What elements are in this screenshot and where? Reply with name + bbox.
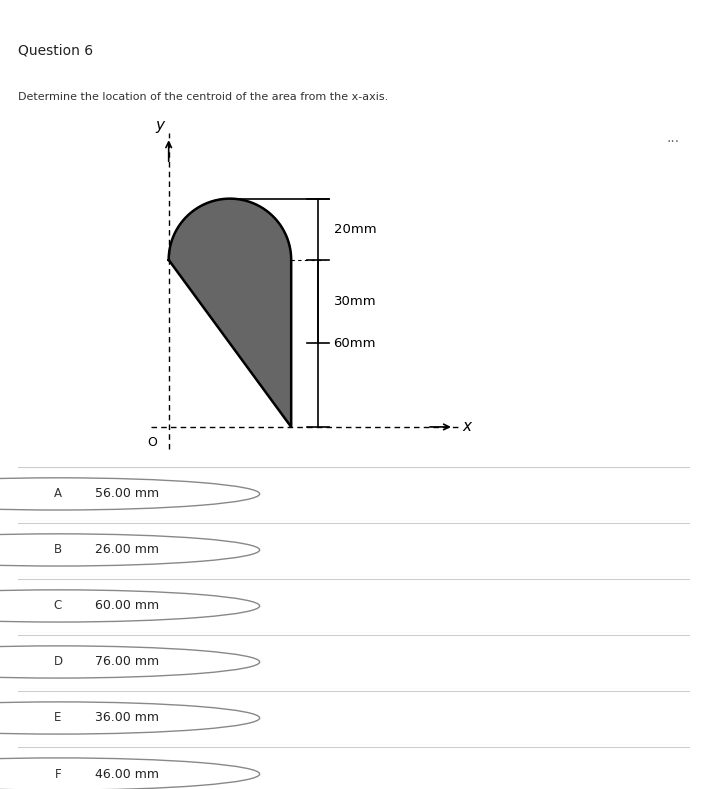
Polygon shape (169, 199, 291, 427)
Text: 26.00 mm: 26.00 mm (95, 544, 159, 556)
Text: 76.00 mm: 76.00 mm (95, 656, 159, 668)
Text: Question 6: Question 6 (18, 43, 93, 58)
Text: 20mm: 20mm (334, 222, 376, 236)
Text: 36.00 mm: 36.00 mm (95, 712, 159, 724)
Text: 46.00 mm: 46.00 mm (95, 768, 159, 780)
Text: y: y (156, 118, 164, 133)
Text: C: C (54, 600, 62, 612)
Text: F: F (55, 768, 61, 780)
Text: 60.00 mm: 60.00 mm (95, 600, 159, 612)
Text: x: x (463, 420, 472, 435)
Text: ...: ... (667, 131, 680, 144)
Text: D: D (54, 656, 63, 668)
Text: 56.00 mm: 56.00 mm (95, 488, 159, 500)
Text: O: O (148, 436, 158, 449)
Text: E: E (54, 712, 62, 724)
Text: 60mm: 60mm (334, 337, 376, 350)
Text: A: A (54, 488, 62, 500)
Text: 30mm: 30mm (334, 295, 376, 308)
Text: B: B (54, 544, 62, 556)
Text: Determine the location of the centroid of the area from the x-axis.: Determine the location of the centroid o… (18, 92, 388, 102)
